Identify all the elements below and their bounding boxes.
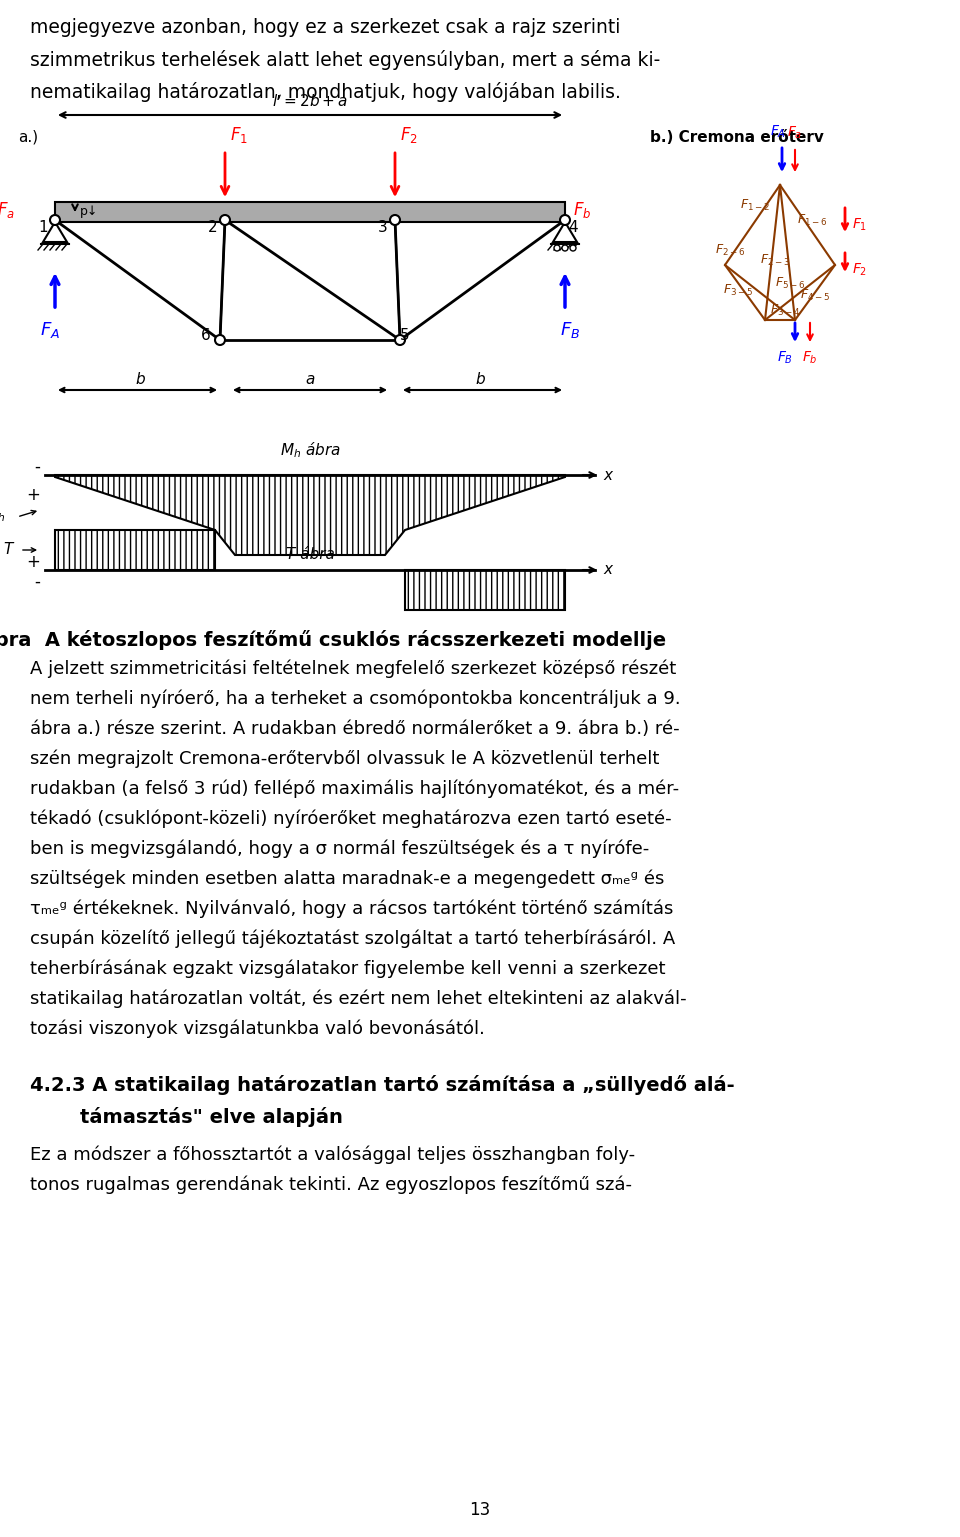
Text: rudakban (a felső 3 rúd) fellépő maximális hajlítónyomatékot, és a mér-: rudakban (a felső 3 rúd) fellépő maximál…	[30, 779, 679, 799]
Text: 2: 2	[208, 220, 218, 235]
Text: T: T	[4, 543, 13, 558]
Circle shape	[562, 244, 568, 251]
Text: $F_B$: $F_B$	[777, 350, 793, 366]
Text: ben is megvizsgálandó, hogy a σ normál feszültségek és a τ nyírófe-: ben is megvizsgálandó, hogy a σ normál f…	[30, 841, 649, 859]
Text: 3: 3	[378, 220, 388, 235]
Text: $F_{5-6}$: $F_{5-6}$	[775, 275, 805, 290]
Text: -: -	[35, 573, 40, 592]
Text: -: -	[35, 458, 40, 476]
Text: szültségek minden esetben alatta maradnak-e a megengedett σₘₑᵍ és: szültségek minden esetben alatta maradna…	[30, 870, 664, 888]
Text: csupán közelítő jellegű tájékoztatást szolgáltat a tartó teherbírásáról. A: csupán közelítő jellegű tájékoztatást sz…	[30, 930, 675, 948]
Circle shape	[570, 244, 576, 251]
Text: $l' = 2b+a$: $l' = 2b+a$	[272, 94, 348, 111]
Circle shape	[215, 335, 225, 344]
Text: teherbírásának egzakt vizsgálatakor figyelembe kell venni a szerkezet: teherbírásának egzakt vizsgálatakor figy…	[30, 961, 665, 979]
Text: $F_{2-6}$: $F_{2-6}$	[715, 243, 745, 258]
Text: ábra a.) része szerint. A rudakban ébredő normálerőket a 9. ábra b.) ré-: ábra a.) része szerint. A rudakban ébred…	[30, 719, 680, 738]
Text: 5: 5	[400, 327, 410, 343]
Text: Ez a módszer a főhossztartót a valósággal teljes összhangban foly-: Ez a módszer a főhossztartót a valóságga…	[30, 1145, 636, 1164]
Text: $F_b$: $F_b$	[803, 350, 818, 366]
Polygon shape	[55, 201, 565, 221]
Text: szén megrajzolt Сremona-erőtervből olvassuk le A közvetlenül terhelt: szén megrajzolt Сremona-erőtervből olvas…	[30, 750, 660, 768]
Text: $F_1$: $F_1$	[852, 217, 867, 234]
Text: $F_2$: $F_2$	[400, 124, 418, 144]
Circle shape	[554, 244, 560, 251]
Circle shape	[50, 215, 60, 224]
Circle shape	[395, 335, 405, 344]
Text: $F_{3-5}$: $F_{3-5}$	[723, 283, 754, 298]
Text: 6: 6	[202, 327, 211, 343]
Text: $M_h$ ábra: $M_h$ ábra	[279, 440, 341, 460]
Text: $F_{2-3}$: $F_{2-3}$	[759, 252, 790, 267]
Text: τₘₑᵍ értékeknek. Nyilvánvaló, hogy a rácsos tartóként történő számítás: τₘₑᵍ értékeknek. Nyilvánvaló, hogy a rác…	[30, 901, 673, 919]
Text: szimmetrikus terhelések alatt lehet egyensúlyban, mert a séma ki-: szimmetrikus terhelések alatt lehet egye…	[30, 51, 660, 71]
Text: a: a	[305, 372, 315, 387]
Text: b: b	[135, 372, 145, 387]
Text: +: +	[26, 486, 40, 504]
Text: támasztás" elve alapján: támasztás" elve alapján	[80, 1107, 343, 1127]
Text: nem terheli nyíróerő, ha a terheket a csomópontokba koncentráljuk a 9.: nem terheli nyíróerő, ha a terheket a cs…	[30, 690, 681, 709]
Text: 4.2.3 A statikailag határozatlan tartó számítása a „süllyedő alá-: 4.2.3 A statikailag határozatlan tartó s…	[30, 1074, 734, 1094]
Polygon shape	[553, 221, 577, 241]
Text: statikailag határozatlan voltát, és ezért nem lehet eltekinteni az alakvál-: statikailag határozatlan voltát, és ezér…	[30, 990, 686, 1008]
Text: $M_h$: $M_h$	[0, 506, 5, 524]
Text: tonos rugalmas gerendának tekinti. Az egyoszlopos feszítőmű szá-: tonos rugalmas gerendának tekinti. Az eg…	[30, 1174, 632, 1194]
Text: 1: 1	[38, 220, 48, 235]
Text: $F_{1-6}$: $F_{1-6}$	[797, 212, 828, 227]
Text: A jelzett szimmetricitási feltételnek megfelelő szerkezet középső részét: A jelzett szimmetricitási feltételnek me…	[30, 659, 676, 678]
Text: megjegyezve azonban, hogy ez a szerkezet csak a rajz szerinti: megjegyezve azonban, hogy ez a szerkezet…	[30, 18, 620, 37]
Text: 13: 13	[469, 1502, 491, 1519]
Circle shape	[220, 215, 230, 224]
Text: $F_a$: $F_a$	[0, 200, 15, 220]
Text: 9. ábra  A kétoszlopos feszítőmű csuklós rácsszerkezeti modellje: 9. ábra A kétoszlopos feszítőmű csuklós …	[0, 630, 666, 650]
Text: 4: 4	[568, 220, 578, 235]
Text: a.): a.)	[18, 131, 38, 144]
Circle shape	[560, 215, 570, 224]
Text: $F_{1-2}$: $F_{1-2}$	[740, 197, 770, 212]
Text: $F_B$: $F_B$	[560, 320, 580, 340]
Text: b: b	[475, 372, 485, 387]
Text: $F_A$: $F_A$	[770, 123, 786, 140]
Text: $F_{4-5}$: $F_{4-5}$	[800, 287, 830, 303]
Text: $F_A$: $F_A$	[40, 320, 60, 340]
Text: $F_2$: $F_2$	[852, 261, 867, 278]
Text: $F_1$: $F_1$	[230, 124, 248, 144]
Text: x: x	[603, 563, 612, 578]
Text: $F_{3-4}$: $F_{3-4}$	[770, 303, 801, 318]
Text: x: x	[603, 467, 612, 483]
Text: $F_b$: $F_b$	[573, 200, 591, 220]
Polygon shape	[43, 221, 67, 241]
Text: tékadó (csuklópont-közeli) nyíróerőket meghatározva ezen tartó eseté-: tékadó (csuklópont-közeli) nyíróerőket m…	[30, 810, 672, 828]
Text: b.) Cremona erőterv: b.) Cremona erőterv	[650, 131, 824, 144]
Text: T ábra: T ábra	[285, 547, 334, 563]
Text: $F_a$: $F_a$	[787, 124, 803, 141]
Text: +: +	[26, 553, 40, 572]
Text: p↓: p↓	[80, 206, 98, 218]
Circle shape	[390, 215, 400, 224]
Text: nematikailag határozatlan, mondhatjuk, hogy valójában labilis.: nematikailag határozatlan, mondhatjuk, h…	[30, 81, 621, 101]
Text: tozási viszonyok vizsgálatunkba való bevonásától.: tozási viszonyok vizsgálatunkba való bev…	[30, 1021, 485, 1039]
